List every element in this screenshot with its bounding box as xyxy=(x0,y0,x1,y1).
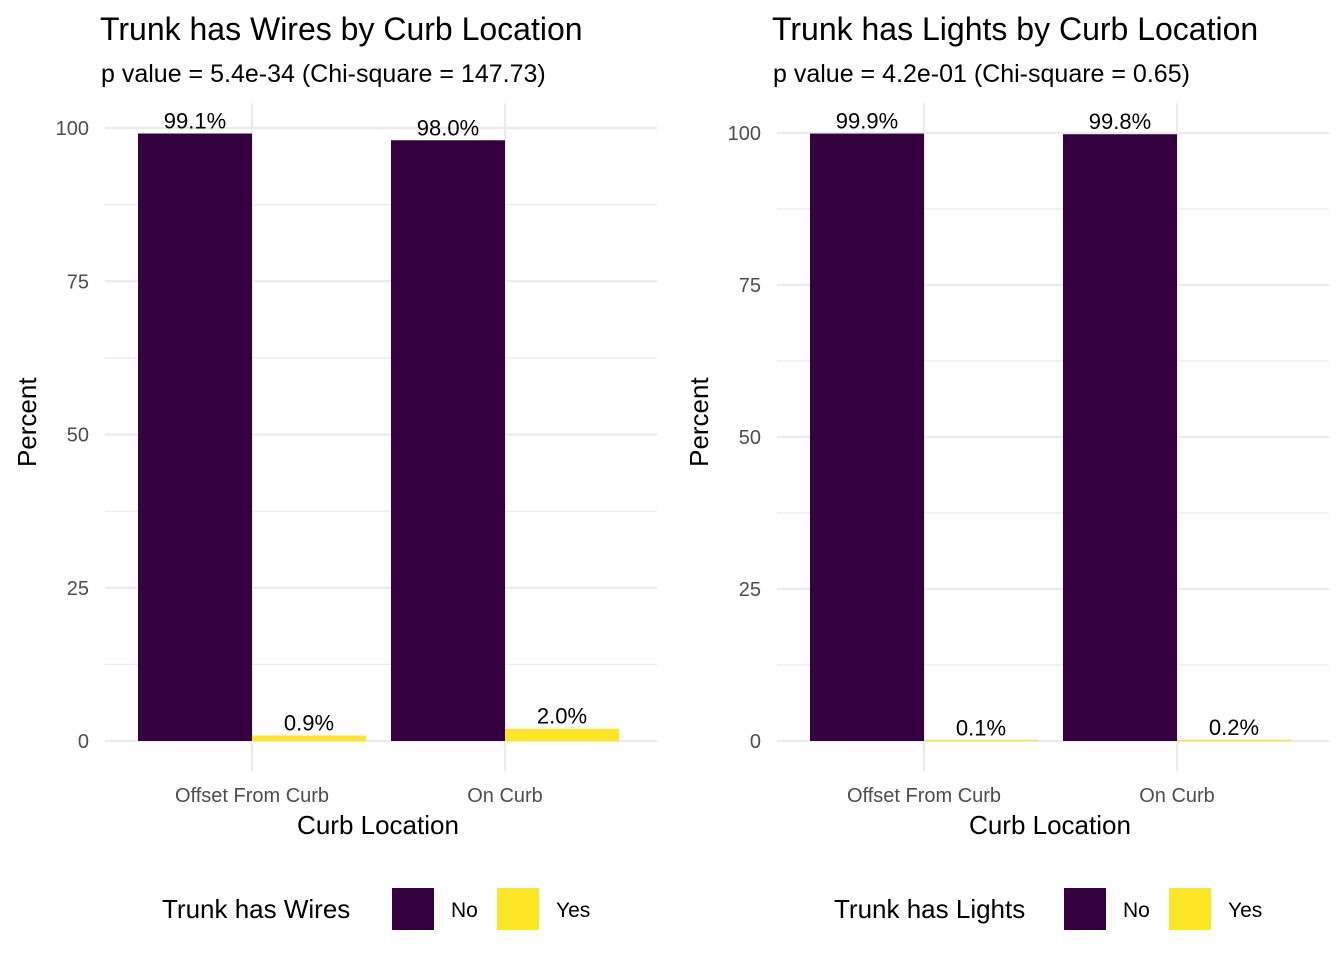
legend-swatch-yes xyxy=(497,888,539,930)
bar-data-label: 99.9% xyxy=(836,109,898,134)
y-tick-label: 100 xyxy=(728,123,761,145)
legend-label-no: No xyxy=(1123,899,1150,922)
bar-yes xyxy=(924,739,1038,741)
legend-label-no: No xyxy=(451,899,478,922)
chart-subtitle: p value = 5.4e-34 (Chi-square = 147.73) xyxy=(101,60,546,88)
bar-data-label: 0.2% xyxy=(1209,715,1259,740)
bar-no xyxy=(391,140,505,741)
y-axis-title: Percent xyxy=(684,377,714,467)
bar-data-label: 2.0% xyxy=(537,704,587,729)
legend: Trunk has Wires No Yes xyxy=(162,888,590,930)
bar-data-label: 0.1% xyxy=(956,715,1006,740)
bar-data-label: 99.1% xyxy=(164,109,226,134)
bar-no xyxy=(1063,134,1177,741)
legend-swatch-yes xyxy=(1169,888,1211,930)
legend-title: Trunk has Lights xyxy=(834,894,1025,924)
y-tick-label: 75 xyxy=(67,271,89,293)
x-axis-title: Curb Location xyxy=(969,810,1131,840)
y-tick-label: 50 xyxy=(67,425,89,447)
chart-panel-1: Trunk has Wires by Curb Location p value … xyxy=(12,11,657,930)
y-tick-label: 50 xyxy=(739,427,761,449)
legend-title: Trunk has Wires xyxy=(162,894,350,924)
y-tick-label: 25 xyxy=(67,578,89,600)
y-tick-label: 0 xyxy=(750,731,761,753)
x-tick-label: Offset From Curb xyxy=(847,785,1001,807)
x-tick-label: Offset From Curb xyxy=(175,785,329,807)
bar-no xyxy=(138,133,252,742)
legend-label-yes: Yes xyxy=(1228,899,1262,922)
y-axis-title: Percent xyxy=(12,377,42,467)
y-tick-label: 25 xyxy=(739,579,761,601)
legend: Trunk has Lights No Yes xyxy=(834,888,1262,930)
bar-data-label: 98.0% xyxy=(417,115,479,140)
chart-panel-2: Trunk has Lights by Curb Location p value… xyxy=(684,11,1329,930)
bar-yes xyxy=(252,735,366,741)
y-tick-label: 0 xyxy=(78,731,89,753)
chart-subtitle: p value = 4.2e-01 (Chi-square = 0.65) xyxy=(773,60,1190,88)
chart-title: Trunk has Wires by Curb Location xyxy=(100,11,583,47)
x-tick-label: On Curb xyxy=(1139,785,1215,807)
bar-yes xyxy=(1177,739,1291,741)
bar-data-label: 0.9% xyxy=(284,710,334,735)
legend-swatch-no xyxy=(1064,888,1106,930)
legend-swatch-no xyxy=(392,888,434,930)
bar-data-label: 99.8% xyxy=(1089,109,1151,134)
y-tick-label: 75 xyxy=(739,275,761,297)
x-axis-title: Curb Location xyxy=(297,810,459,840)
y-tick-label: 100 xyxy=(56,118,89,140)
bar-no xyxy=(810,133,924,741)
chart-title: Trunk has Lights by Curb Location xyxy=(772,11,1258,47)
x-tick-label: On Curb xyxy=(467,785,543,807)
bar-yes xyxy=(505,728,619,741)
legend-label-yes: Yes xyxy=(556,899,590,922)
